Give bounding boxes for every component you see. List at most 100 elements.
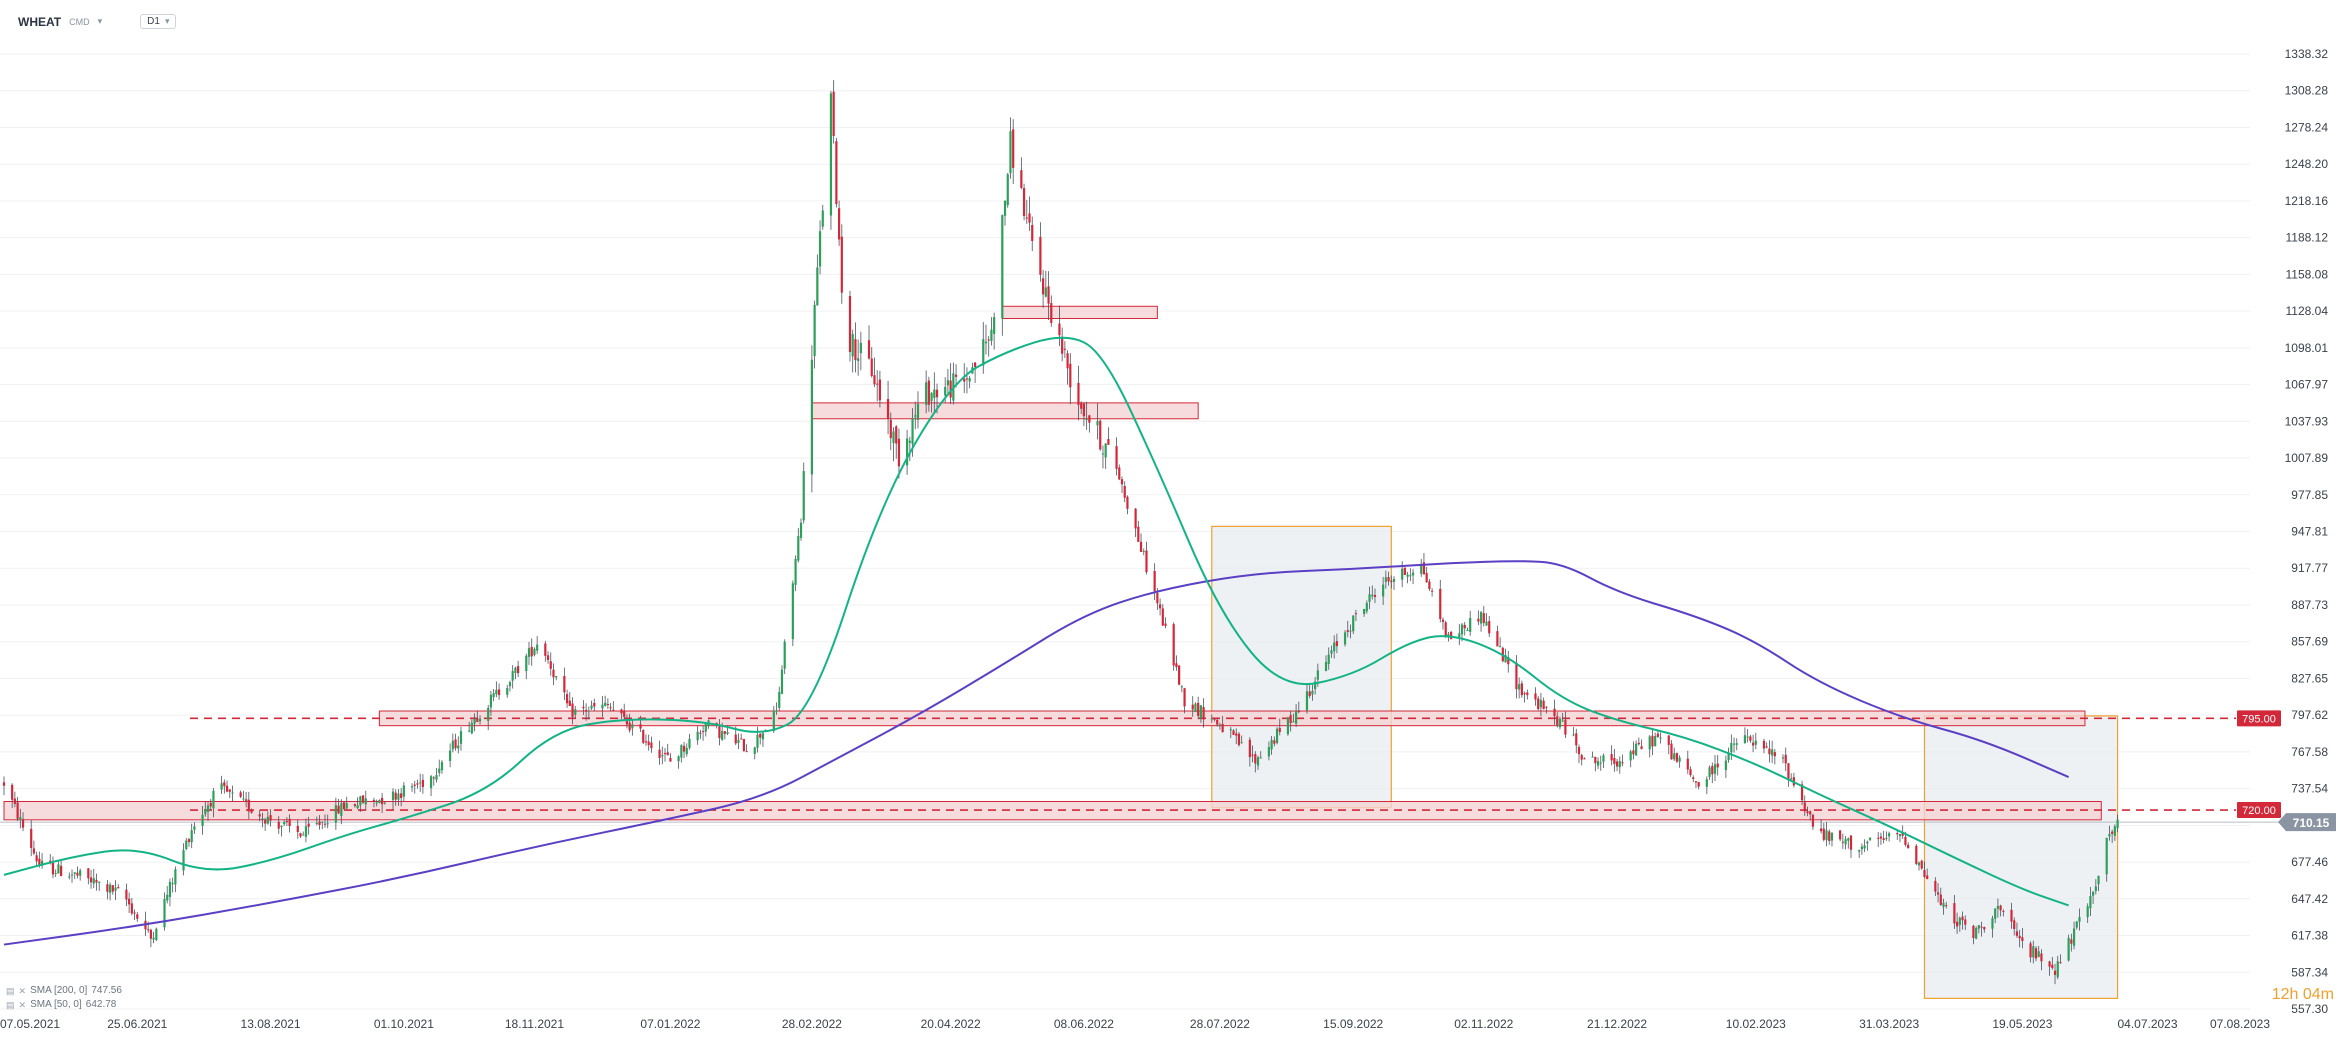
candle-body — [204, 809, 207, 815]
candle-body — [965, 378, 969, 380]
candle-body — [1482, 613, 1485, 624]
legend-sma50[interactable]: ▤ ✕ SMA [50, 0] 642.78 — [6, 998, 122, 1012]
candle-body — [1115, 446, 1118, 469]
candle-body — [944, 386, 947, 396]
indicator-remove-icon[interactable]: ✕ — [18, 986, 27, 996]
candle-body — [1335, 641, 1338, 647]
candle-body — [1556, 716, 1559, 725]
candle-body — [326, 823, 329, 825]
candle-body — [829, 93, 833, 216]
candle-body — [1839, 830, 1842, 840]
symbol-dropdown-chevron-icon[interactable]: ▾ — [97, 16, 103, 26]
indicator-legend: ▤ ✕ SMA [200, 0] 747.56 ▤ ✕ SMA [50, 0] … — [6, 984, 122, 1012]
indicator-settings-icon[interactable]: ▤ — [6, 986, 15, 996]
candle-body — [185, 840, 188, 850]
symbol-label[interactable]: WHEAT — [18, 14, 62, 29]
y-tick-label: 1278.24 — [2285, 120, 2329, 134]
candle-body — [761, 733, 765, 740]
y-tick-label: 857.69 — [2291, 635, 2328, 649]
candle-body — [1507, 657, 1510, 665]
candle-body — [1915, 845, 1918, 865]
candle-body — [946, 380, 950, 386]
candle-body — [1716, 763, 1719, 768]
y-tick-label: 1067.97 — [2285, 378, 2329, 392]
candle-body — [1629, 751, 1632, 761]
candle-body — [677, 756, 680, 762]
candle-body — [1515, 662, 1518, 690]
candle-body — [797, 536, 800, 561]
candle-body — [1066, 353, 1069, 369]
candle-body — [612, 709, 615, 711]
candle-body — [432, 777, 435, 779]
candle-body — [701, 731, 705, 733]
candle-body — [266, 816, 269, 824]
highlight-box — [1211, 525, 1392, 809]
legend-sma200[interactable]: ▤ ✕ SMA [200, 0] 747.56 — [6, 984, 122, 998]
x-tick-label: 01.10.2021 — [374, 1017, 434, 1031]
timer-minutes: 04 — [2302, 986, 2321, 1003]
candle-body — [974, 362, 977, 368]
candle-body — [459, 731, 463, 744]
indicator-settings-icon[interactable]: ▤ — [6, 1000, 15, 1010]
timeframe-label: D1 — [147, 16, 160, 27]
candle-body — [400, 793, 403, 799]
candle-body — [1545, 706, 1548, 708]
candle-body — [1526, 692, 1529, 696]
timer-hours-unit: h — [2289, 986, 2299, 1003]
candle-body — [1441, 619, 1445, 622]
candle-body — [1099, 420, 1102, 450]
candle-body — [1841, 841, 1844, 843]
y-tick-label: 1248.20 — [2285, 157, 2329, 171]
candle-body — [283, 821, 286, 825]
x-tick-label: 25.06.2021 — [107, 1017, 167, 1031]
candle-body — [696, 731, 699, 741]
candle-body — [1640, 746, 1643, 750]
candle-body — [1039, 236, 1042, 275]
candle-body — [1327, 654, 1330, 664]
candle-body — [721, 731, 724, 740]
candle-body — [1887, 833, 1891, 837]
candle-body — [68, 876, 71, 878]
candle-body — [451, 740, 454, 750]
candle-body — [30, 828, 33, 848]
candle-body — [1197, 702, 1200, 716]
indicator-remove-icon[interactable]: ✕ — [18, 1000, 27, 1010]
candle-body — [421, 779, 425, 787]
timeframe-selector[interactable]: D1 ▾ — [140, 14, 177, 29]
candle-body — [1267, 747, 1270, 757]
candle-body — [644, 741, 648, 743]
candle-body — [13, 798, 16, 804]
candle-body — [993, 317, 996, 334]
candle-body — [261, 818, 264, 820]
candle-body — [2048, 961, 2051, 967]
candle-body — [1172, 624, 1175, 666]
candle-body — [11, 784, 14, 800]
y-tick-label: 827.65 — [2291, 671, 2328, 685]
candle-body — [1123, 485, 1126, 498]
candle-body — [402, 785, 405, 797]
candle-body — [2108, 834, 2111, 837]
legend-sma200-label: SMA [200, 0] — [30, 985, 88, 996]
candle-body — [1518, 684, 1521, 690]
candle-body — [1994, 908, 1997, 919]
candle-body — [381, 797, 384, 805]
candle-body — [1382, 584, 1385, 597]
y-tick-label: 887.73 — [2291, 598, 2328, 612]
candle-body — [1085, 418, 1088, 421]
candle-body — [239, 792, 242, 797]
y-tick-label: 647.42 — [2291, 892, 2328, 906]
candle-body — [130, 903, 133, 914]
candle-body — [391, 791, 395, 801]
candle-body — [759, 733, 762, 738]
candle-body — [1145, 550, 1148, 573]
candle-body — [1365, 602, 1368, 612]
candle-body — [296, 825, 299, 833]
candle-body — [1537, 698, 1540, 710]
candle-body — [663, 753, 667, 755]
candle-body — [1450, 631, 1453, 640]
candle-body — [568, 700, 571, 706]
candle-body — [201, 814, 204, 826]
candle-body — [1648, 736, 1651, 750]
